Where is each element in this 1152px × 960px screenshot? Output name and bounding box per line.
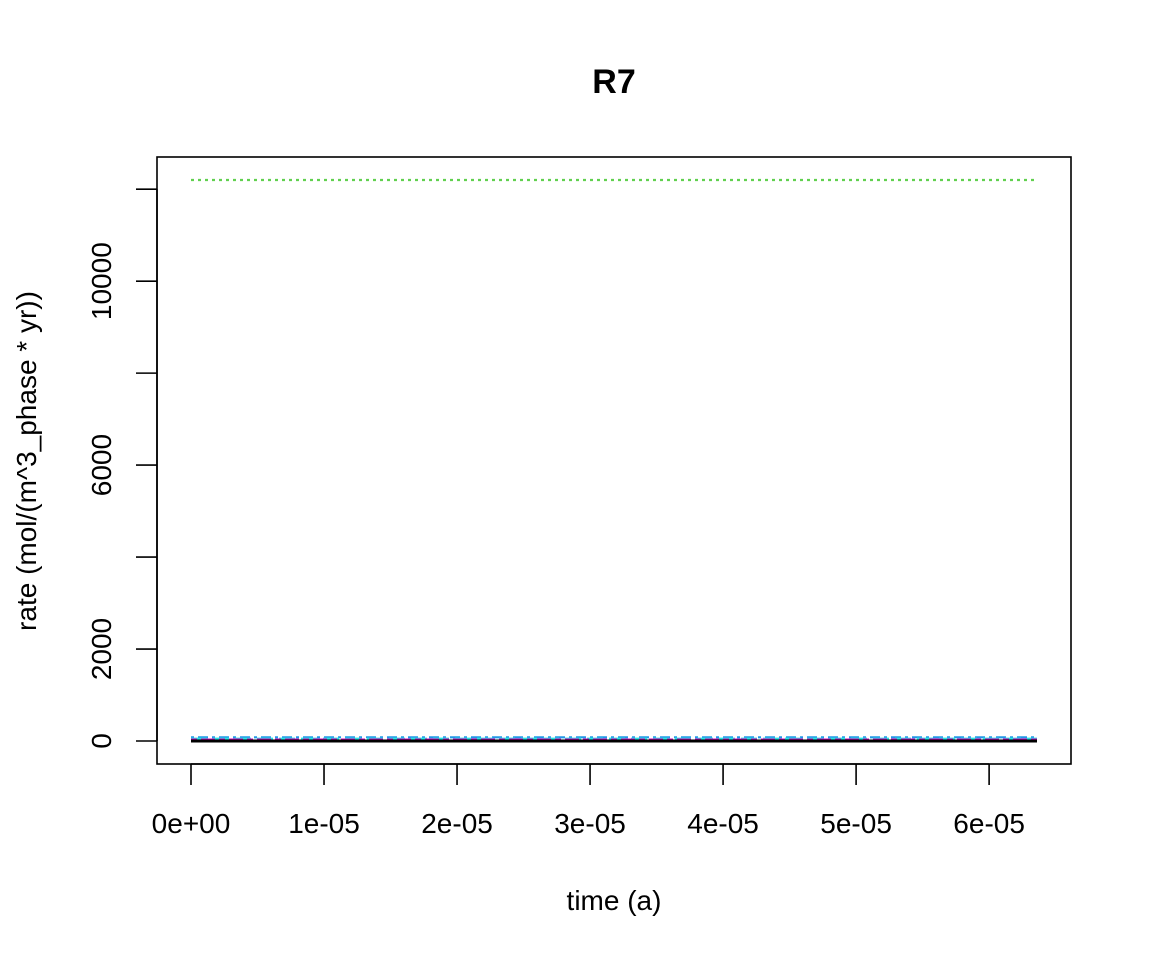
series-layer [191,178,1037,743]
x-axis-label: time (a) [567,885,662,916]
y-tick-label: 0 [86,733,117,749]
y-tick-label: 6000 [86,434,117,496]
x-axis: 0e+00 1e-05 2e-05 3e-05 4e-05 5e-05 6e-05 [152,763,1025,839]
x-tick-label: 3e-05 [554,808,626,839]
y-axis: 0 2000 6000 10000 [86,188,158,749]
x-tick-label: 2e-05 [421,808,493,839]
y-tick-label: 2000 [86,618,117,680]
x-tick-label: 6e-05 [953,808,1025,839]
x-tick-label: 5e-05 [820,808,892,839]
x-tick-label: 0e+00 [152,808,231,839]
y-axis-label: rate (mol/(m^3_phase * yr)) [11,291,42,631]
plot-frame [156,156,1072,765]
y-tick-label: 10000 [86,242,117,320]
x-tick-label: 1e-05 [288,808,360,839]
chart-title: R7 [592,63,635,101]
x-tick-label: 4e-05 [687,808,759,839]
